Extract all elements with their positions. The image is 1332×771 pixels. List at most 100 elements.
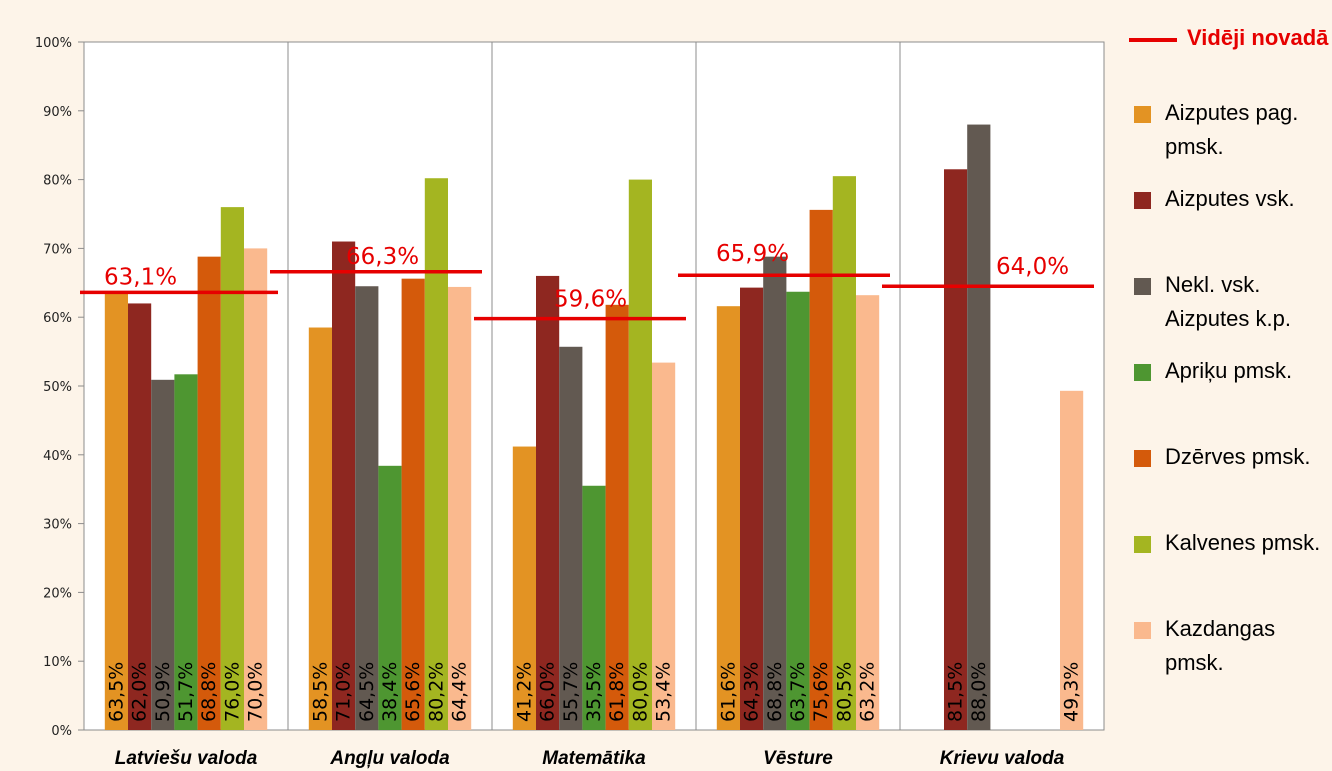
legend-label: Dzērves pmsk. [1165,444,1311,469]
legend-item-average: Vidēji novadā [1127,20,1332,96]
average-label: 65,9% [716,241,789,267]
data-label: 49,3% [1061,662,1083,722]
y-tick-label: 70% [43,242,72,257]
legend-swatch [1134,278,1151,295]
bar [652,362,676,730]
data-label: 81,5% [945,662,967,722]
bar [308,327,332,730]
data-labels: 63,5% 58,5% 41,2% 61,6% 62,0% 71,0% 66,0% 64,3%… [105,662,1082,722]
legend-item: Dzērves pmsk. [1127,440,1332,526]
data-label: 61,6% [717,662,739,722]
legend-item: Kazdangas pmsk. [1127,612,1332,698]
bar [809,209,833,730]
data-label: 62,0% [129,662,151,722]
data-label: 80,2% [425,662,447,722]
data-label: 64,4% [449,662,471,722]
legend-swatch [1134,622,1151,639]
y-tick-label: 20% [43,586,72,601]
y-tick-label: 60% [43,311,72,326]
legend-label: Kalvenes pmsk. [1165,530,1321,555]
bar [244,248,268,730]
bar [582,485,606,730]
bar [378,465,402,730]
bar [716,306,740,730]
bar [967,124,991,730]
bar [104,293,128,730]
data-label: 61,8% [606,662,628,722]
y-tick-label: 80% [43,174,72,189]
y-tick-label: 0% [51,724,72,739]
data-label: 53,4% [653,662,675,722]
data-label: 71,0% [333,662,355,722]
chart: 0%10%20%30%40%50%60%70%80%90%100% 63,1%6… [35,36,1105,769]
x-axis: Latviešu valoda Angļu valoda Matemātika Vēs… [115,748,1065,769]
category-label: Angļu valoda [329,748,450,769]
data-label: 63,2% [857,662,879,722]
bar [1060,390,1084,730]
bar [740,287,764,730]
legend-label: Nekl. vsk. Aizputes k.p. [1165,272,1291,331]
legend-item: Kalvenes pmsk. [1127,526,1332,612]
legend-swatch [1134,536,1151,553]
data-label: 50,9% [152,662,174,722]
data-label: 80,5% [833,662,855,722]
average-label: 64,0% [996,254,1069,280]
bar [786,291,810,730]
data-label: 64,3% [741,662,763,722]
data-label: 64,5% [356,662,378,722]
bar [151,379,175,730]
bar [536,275,560,730]
legend-swatch [1134,364,1151,381]
average-label: 63,1% [104,264,177,290]
legend-item: Aizputes vsk. [1127,182,1332,268]
legend-item: Nekl. vsk. Aizputes k.p. [1127,268,1332,354]
category-label: Vēsture [763,748,833,769]
average-label: 66,3% [346,244,419,270]
bar [512,446,536,730]
legend-item: Aizputes pag. pmsk. [1127,96,1332,182]
bar [424,178,448,730]
data-label: 70,0% [245,662,267,722]
legend-line-average [1129,38,1177,42]
legend: Vidēji novadā Aizputes pag. pmsk. Aizput… [1127,20,1332,698]
data-label: 63,5% [105,662,127,722]
y-tick-label: 30% [43,518,72,533]
bar [174,374,198,730]
data-label: 55,7% [560,662,582,722]
category-label: Latviešu valoda [115,748,258,769]
data-label: 75,6% [810,662,832,722]
data-label: 51,7% [175,662,197,722]
average-label: 59,6% [554,287,627,313]
category-label: Matemātika [542,748,646,769]
bar [944,169,968,730]
y-tick-label: 10% [43,655,72,670]
data-label: 66,0% [537,662,559,722]
legend-label: Kazdangas pmsk. [1165,616,1276,675]
y-tick-label: 40% [43,449,72,464]
bar [628,179,652,731]
category-label: Krievu valoda [940,748,1065,769]
bar [332,241,356,730]
data-label: 41,2% [513,662,535,722]
legend-swatch [1134,106,1151,123]
data-label: 38,4% [379,662,401,722]
bar [401,278,425,730]
legend-label: Aizputes pag. pmsk. [1165,100,1299,159]
y-tick-label: 100% [35,36,72,51]
bar [197,256,221,730]
bar [856,295,880,730]
bar [128,303,152,730]
legend-swatch [1134,192,1151,209]
legend-label: Aizputes vsk. [1165,186,1295,211]
legend-label: Apriķu pmsk. [1165,358,1293,383]
bar [355,286,379,730]
bar [559,346,583,730]
bar [832,176,856,730]
data-label: 68,8% [198,662,220,722]
legend-swatch [1134,450,1151,467]
data-label: 35,5% [583,662,605,722]
data-label: 58,5% [309,662,331,722]
legend-label-average: Vidēji novadā [1187,25,1329,50]
data-label: 63,7% [787,662,809,722]
data-label: 88,0% [968,662,990,722]
